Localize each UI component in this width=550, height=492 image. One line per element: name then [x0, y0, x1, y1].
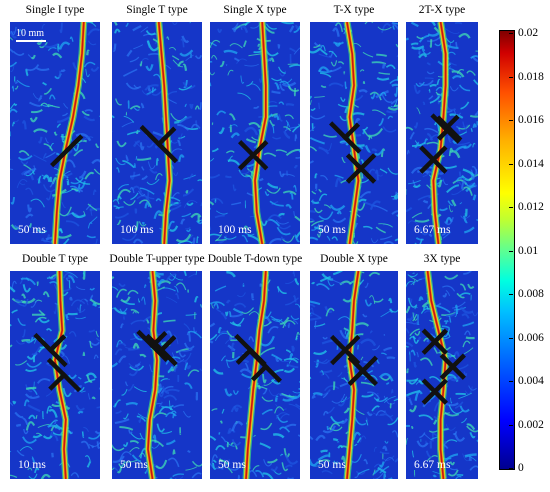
colorbar-tick-mark [509, 120, 513, 121]
flaw-marker [33, 332, 82, 393]
colorbar-tick-mark [509, 76, 513, 78]
strain-field-panel: 50 ms [310, 271, 398, 479]
panel-title: Double T type [21, 253, 89, 265]
strain-field-image [210, 22, 300, 244]
colorbar-tick-label: 0.002 [518, 418, 544, 431]
time-label: 50 ms [218, 459, 246, 471]
flaw-marker [421, 328, 466, 405]
time-label: 50 ms [318, 224, 346, 236]
time-label: 6.67 ms [414, 224, 451, 236]
panel-title: Single I type [25, 4, 85, 16]
strain-field-panel: 50 ms [310, 22, 398, 244]
colorbar-tick-mark [509, 468, 513, 469]
panel-title: Double T-down type [207, 253, 303, 265]
strain-field-image [406, 271, 478, 479]
strain-field-image [310, 271, 398, 479]
time-label: 50 ms [318, 459, 346, 471]
flaw-marker [238, 140, 269, 171]
panel-title: Double X type [320, 253, 388, 265]
colorbar-tick-mark [509, 163, 513, 165]
colorbar-tick-mark [509, 33, 513, 34]
scale-bar-label: 10 mm [16, 28, 45, 39]
colorbar-tick-mark [509, 424, 513, 426]
time-label: 100 ms [120, 224, 154, 236]
strain-field-panel: 10 mm 50 ms [10, 22, 100, 244]
colorbar-tick-label: 0.012 [518, 201, 544, 213]
strain-field-panel: 100 ms [112, 22, 202, 244]
colorbar-tick-label: 0 [518, 462, 524, 474]
colorbar-tick-label: 0.02 [518, 27, 539, 39]
flaw-marker [139, 124, 178, 164]
colorbar-tick-label: 0.006 [518, 331, 544, 344]
strain-field-image [10, 271, 100, 479]
colorbar-tick-label: 0.004 [518, 375, 544, 387]
flaw-marker [419, 113, 463, 174]
strain-field-image [310, 22, 398, 244]
strain-field-image [406, 22, 478, 244]
colorbar-tick-label: 0.016 [518, 114, 544, 126]
strain-field-panel: 100 ms [210, 22, 300, 244]
colorbar-tick-label: 0.008 [518, 288, 544, 300]
colorbar-tick-label: 0.014 [518, 157, 544, 170]
scale-bar-line [16, 40, 46, 42]
strain-field-panel: 50 ms [112, 271, 202, 479]
panel-title: 3X type [423, 253, 461, 265]
flaw-marker [50, 134, 84, 168]
flaw-marker [329, 121, 377, 184]
flaw-marker [136, 329, 178, 367]
colorbar [499, 30, 515, 470]
strain-field-image [210, 271, 300, 479]
panel-title: 2T-X type [418, 4, 466, 16]
colorbar-tick-mark [509, 337, 513, 339]
time-label: 6.67 ms [414, 459, 451, 471]
panel-title: T-X type [333, 4, 375, 16]
strain-field-panel: 10 ms [10, 271, 100, 479]
strain-field-image [112, 22, 202, 244]
time-label: 50 ms [120, 459, 148, 471]
strain-field-image [10, 22, 100, 244]
time-label: 50 ms [18, 224, 46, 236]
colorbar-tick-mark [509, 207, 513, 208]
colorbar-tick-label: 0.018 [518, 70, 544, 83]
time-label: 100 ms [218, 224, 252, 236]
colorbar-tick-label: 0.01 [518, 244, 539, 257]
panel-title: Single T type [126, 4, 188, 16]
time-label: 10 ms [18, 459, 46, 471]
panel-title: Double T-upper type [109, 253, 205, 265]
scale-bar: 10 mm [16, 28, 46, 42]
flaw-marker [330, 334, 378, 387]
flaw-marker [234, 333, 282, 383]
colorbar-tick-mark [509, 294, 513, 295]
strain-field-panel: 6.67 ms [406, 22, 478, 244]
colorbar-tick-mark [509, 381, 513, 382]
colorbar-tick-mark [509, 250, 513, 252]
strain-field-image [112, 271, 202, 479]
strain-field-panel: 50 ms [210, 271, 300, 479]
strain-field-panel: 6.67 ms [406, 271, 478, 479]
panel-title: Single X type [223, 4, 287, 16]
